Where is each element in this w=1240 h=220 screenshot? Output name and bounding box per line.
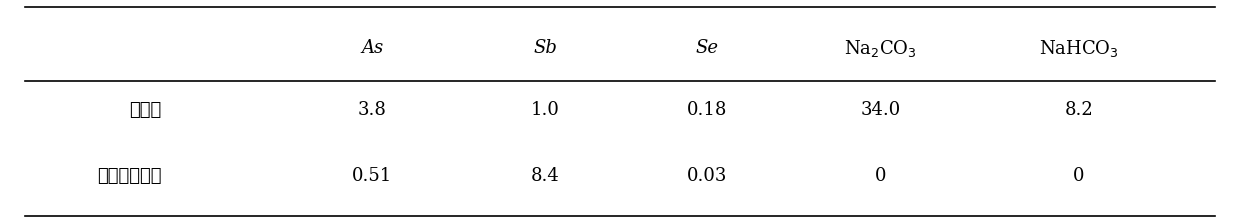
Text: Na$_2$CO$_3$: Na$_2$CO$_3$ [844,38,916,59]
Text: 3.8: 3.8 [357,101,387,119]
Text: 0.03: 0.03 [687,167,727,185]
Text: NaHCO$_3$: NaHCO$_3$ [1039,38,1118,59]
Text: 8.4: 8.4 [531,167,560,185]
Text: 1.0: 1.0 [531,101,560,119]
Text: 0.51: 0.51 [352,167,392,185]
Text: 0: 0 [1073,167,1085,185]
Text: 0: 0 [874,167,887,185]
Text: 34.0: 34.0 [861,101,900,119]
Text: As: As [361,39,383,57]
Text: 锄渣（干基）: 锄渣（干基） [97,167,161,185]
Text: 8.2: 8.2 [1064,101,1094,119]
Text: 碘礙渣: 碘礙渣 [129,101,161,119]
Text: 0.18: 0.18 [687,101,727,119]
Text: Sb: Sb [533,39,558,57]
Text: Se: Se [696,39,718,57]
